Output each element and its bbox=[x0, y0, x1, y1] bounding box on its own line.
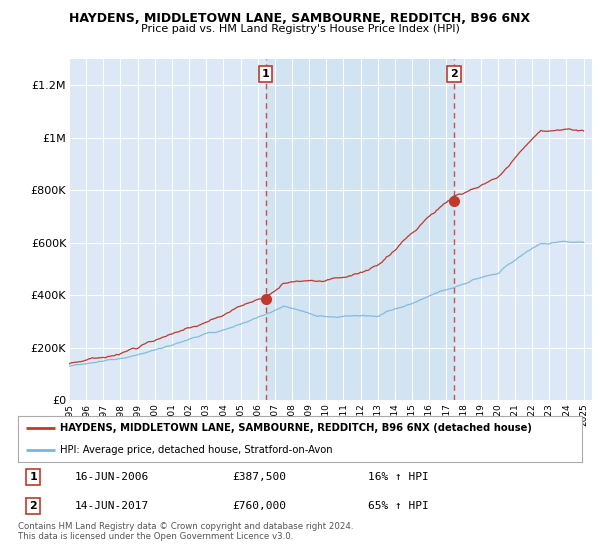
Text: HAYDENS, MIDDLETOWN LANE, SAMBOURNE, REDDITCH, B96 6NX: HAYDENS, MIDDLETOWN LANE, SAMBOURNE, RED… bbox=[70, 12, 530, 25]
Text: HAYDENS, MIDDLETOWN LANE, SAMBOURNE, REDDITCH, B96 6NX (detached house): HAYDENS, MIDDLETOWN LANE, SAMBOURNE, RED… bbox=[60, 423, 532, 433]
Text: 16-JUN-2006: 16-JUN-2006 bbox=[74, 472, 149, 482]
Text: 2: 2 bbox=[29, 501, 37, 511]
Text: 2: 2 bbox=[450, 69, 458, 79]
Text: £387,500: £387,500 bbox=[232, 472, 286, 482]
Bar bbox=[266, 59, 454, 400]
Text: Price paid vs. HM Land Registry's House Price Index (HPI): Price paid vs. HM Land Registry's House … bbox=[140, 24, 460, 34]
Text: Contains HM Land Registry data © Crown copyright and database right 2024.
This d: Contains HM Land Registry data © Crown c… bbox=[18, 522, 353, 542]
Text: 1: 1 bbox=[262, 69, 269, 79]
Text: £760,000: £760,000 bbox=[232, 501, 286, 511]
Text: 14-JUN-2017: 14-JUN-2017 bbox=[74, 501, 149, 511]
Text: 65% ↑ HPI: 65% ↑ HPI bbox=[368, 501, 428, 511]
Text: 16% ↑ HPI: 16% ↑ HPI bbox=[368, 472, 428, 482]
Text: 1: 1 bbox=[29, 472, 37, 482]
Text: HPI: Average price, detached house, Stratford-on-Avon: HPI: Average price, detached house, Stra… bbox=[60, 445, 333, 455]
